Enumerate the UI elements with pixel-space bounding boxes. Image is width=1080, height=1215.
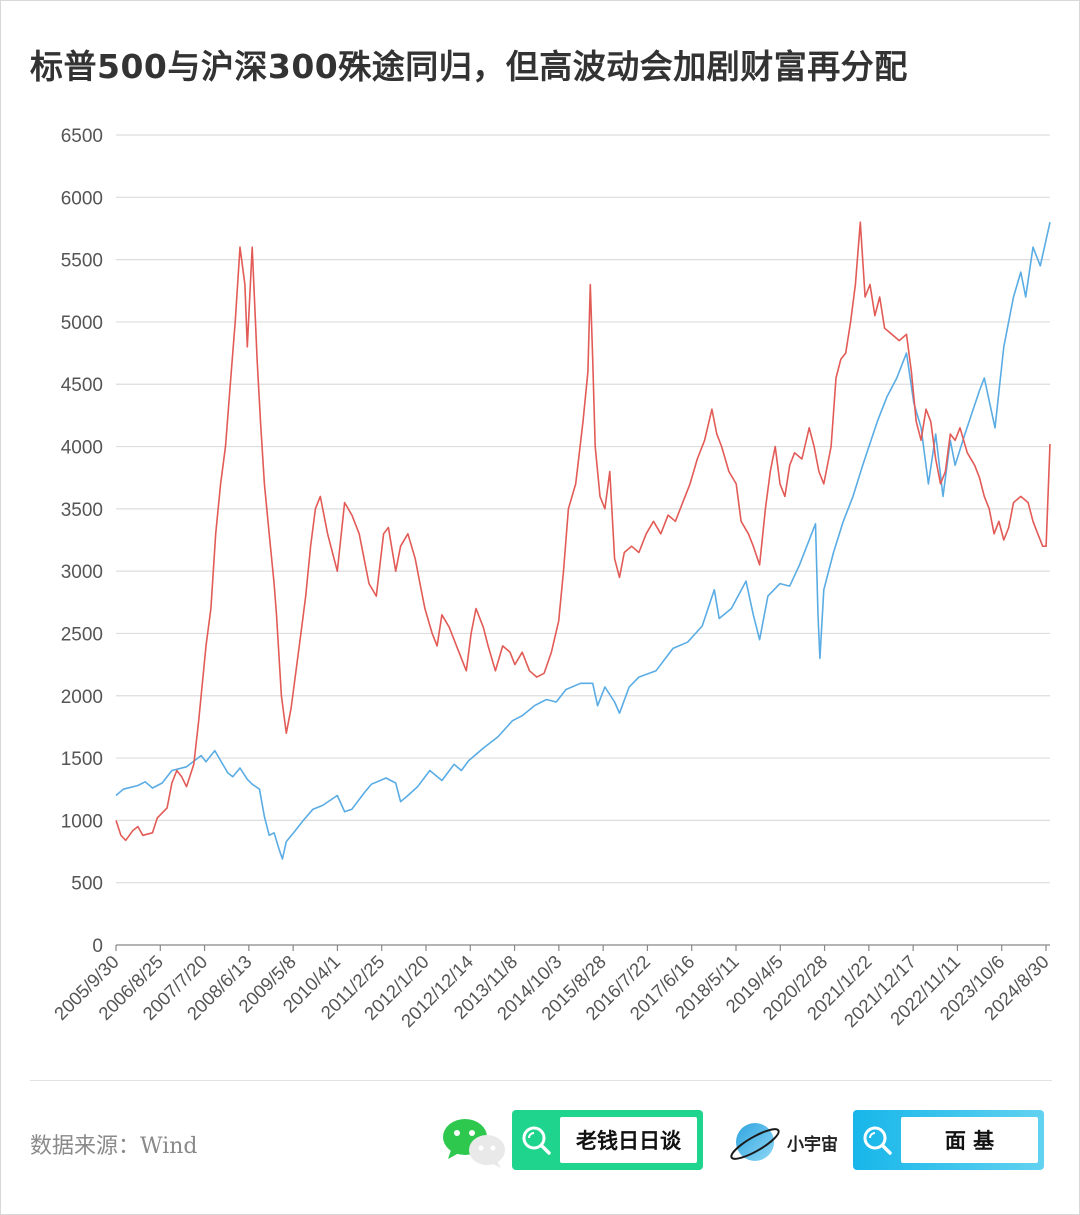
series-lines (115, 221, 1051, 860)
data-source: 数据来源：Wind (30, 1134, 198, 1159)
search-box-laoqian[interactable]: 老钱日日谈 (512, 1110, 703, 1170)
y-tick-label: 4500 (61, 375, 103, 396)
y-tick-label: 5500 (61, 251, 103, 272)
y-tick-label: 0 (92, 936, 103, 957)
line-chart: 0 500 1000 1500 2000 2500 3000 3500 4000 4500 5000… (50, 126, 1053, 1031)
y-tick-label: 2500 (61, 624, 103, 645)
search-box-mianji[interactable]: 面 基 (853, 1110, 1044, 1170)
search-label-laoqian: 老钱日日谈 (560, 1117, 697, 1163)
wechat-icon (443, 1119, 505, 1168)
grid-lines (116, 134, 1050, 884)
x-tick-labels: 2005/9/302006/8/252007/7/202008/6/132009… (50, 951, 1053, 1031)
y-tick-label: 4000 (61, 438, 103, 459)
y-tick-label: 3000 (61, 562, 103, 583)
x-axis (115, 944, 1050, 951)
y-tick-label: 5000 (61, 313, 103, 334)
y-tick-label: 2000 (61, 687, 103, 708)
footer-divider (30, 1080, 1052, 1081)
y-tick-label: 1500 (61, 749, 103, 770)
chart-title: 标普500与沪深300殊途同归，但高波动会加剧财富再分配 (30, 47, 908, 86)
search-icon (512, 1110, 560, 1170)
y-tick-label: 1000 (61, 811, 103, 832)
brand-name: 小宇宙 (787, 1135, 838, 1155)
y-tick-label: 3500 (61, 500, 103, 521)
y-tick-label: 6000 (61, 188, 103, 209)
search-icon (853, 1110, 901, 1170)
xiaoyuzhou-logo-icon (730, 1123, 780, 1161)
search-label-mianji: 面 基 (901, 1117, 1038, 1163)
y-tick-label: 6500 (61, 126, 103, 147)
y-tick-labels: 0 500 1000 1500 2000 2500 3000 3500 4000 4500 5000… (61, 126, 103, 957)
series-line-1 (115, 222, 1051, 860)
series-line-2 (115, 221, 1051, 842)
y-tick-label: 500 (71, 874, 103, 895)
